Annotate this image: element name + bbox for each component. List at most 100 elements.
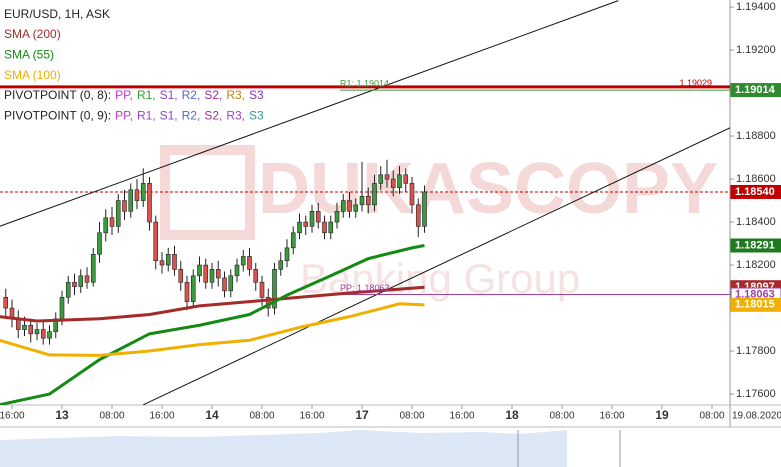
candle-body [403, 174, 409, 184]
level-label: 1.19029 [679, 78, 712, 88]
x-tick-label: 08:00 [399, 411, 424, 422]
candle-body [90, 254, 96, 283]
volume-strip [0, 430, 621, 467]
candle-body [184, 281, 190, 302]
candle-body [353, 204, 359, 212]
y-tick-label: 1.18800 [736, 130, 776, 142]
pivot-item: S1, [160, 109, 178, 123]
candle-body [322, 221, 327, 234]
candle-body [290, 232, 296, 249]
price-marker-label: 1.18063 [735, 288, 775, 300]
candle-body [103, 217, 109, 234]
pivot-prefix: PIVOTPOINT (0, 9): [4, 109, 111, 123]
pivot-item: R1, [137, 88, 156, 102]
candle-body [47, 331, 52, 339]
pivot-item: S3 [249, 109, 264, 123]
pivot-item: R2, [182, 88, 201, 102]
candle-body [22, 324, 27, 330]
candle-body [72, 281, 77, 287]
candle-body [284, 247, 290, 262]
y-tick-label: 1.18400 [736, 216, 776, 228]
pivot-item: R1, [137, 109, 156, 123]
price-marker-label: 1.18291 [735, 239, 775, 251]
candle-body [390, 178, 396, 188]
y-tick-label: 1.18200 [736, 259, 776, 271]
candle-body [153, 221, 159, 262]
plot-area [0, 0, 730, 405]
candle-body [203, 264, 209, 283]
watermark-text: DUKASCOPY [258, 149, 718, 229]
candle-body [234, 264, 240, 277]
candle-body [28, 324, 34, 335]
candle-body [240, 256, 246, 266]
candle-body [259, 281, 265, 298]
pivot-item: R3, [226, 88, 245, 102]
price-marker-label: 1.18015 [735, 299, 775, 311]
pivot-item: S2, [204, 109, 222, 123]
sma-line [0, 302, 425, 357]
price-marker-label: 1.18540 [735, 186, 775, 198]
price-marker [730, 238, 781, 253]
pivot-item: S2, [204, 88, 222, 102]
pivot-item: R3, [226, 109, 245, 123]
candle-body [278, 260, 284, 270]
volume-area [0, 430, 567, 467]
candle-body [347, 200, 352, 212]
candle-body [165, 254, 171, 266]
x-tick-label: 18 [505, 408, 519, 422]
candle-body [297, 221, 302, 234]
candle-body [334, 211, 340, 223]
price-marker [730, 297, 781, 312]
y-tick-label: 1.19400 [736, 1, 776, 13]
candle-body [159, 260, 165, 266]
candle-body [253, 269, 259, 283]
legend-entry: SMA (200) [4, 27, 61, 41]
trendline [0, 0, 619, 227]
candle-body [409, 183, 415, 206]
candle-body [178, 269, 184, 283]
candle-body [415, 204, 421, 227]
x-tick-label: 16:00 [0, 411, 25, 422]
sma-line [0, 244, 425, 405]
date-label: 19.08.2020 [732, 411, 781, 422]
candle-body [222, 277, 227, 292]
pivot-item: S3 [249, 88, 264, 102]
candle-body [328, 221, 334, 234]
x-tick-label: 16:00 [599, 411, 624, 422]
legend-entry: SMA (100) [4, 68, 61, 82]
pivot-item: PP, [115, 109, 133, 123]
price-marker [730, 184, 781, 199]
candle-body [40, 329, 46, 339]
candle-body [372, 183, 377, 206]
candle-body [128, 189, 134, 212]
candle-body [215, 269, 221, 279]
candle-body [315, 211, 321, 223]
candle-body [134, 189, 140, 201]
sma-line [0, 285, 425, 323]
y-tick-label: 1.17800 [736, 345, 776, 357]
candle-body [65, 281, 71, 298]
x-tick-label: 08:00 [249, 411, 274, 422]
x-tick-label: 08:00 [549, 411, 574, 422]
candle-body [365, 195, 371, 206]
candle-body [147, 183, 152, 223]
pivot-legend: PIVOTPOINT (0, 9): PP, R1, S1, R2, S2, R3, S3 [4, 109, 264, 123]
level-label: PP: 1.18063 [340, 283, 390, 293]
candle-body [309, 211, 315, 227]
candle-body [384, 174, 390, 180]
trendline [143, 127, 730, 405]
candle-body [3, 297, 9, 309]
candle-body [359, 195, 365, 206]
legend-entry: SMA (55) [4, 48, 54, 62]
x-tick-label: 16:00 [299, 411, 324, 422]
candle-body [228, 275, 234, 292]
pivot-item: PP, [115, 88, 133, 102]
pivot-item: R2, [182, 109, 201, 123]
y-tick-label: 1.17600 [736, 388, 776, 400]
x-tick-label: 17 [355, 408, 369, 422]
candle-body [122, 200, 127, 212]
candle-body [172, 254, 177, 270]
candle-body [340, 200, 346, 212]
